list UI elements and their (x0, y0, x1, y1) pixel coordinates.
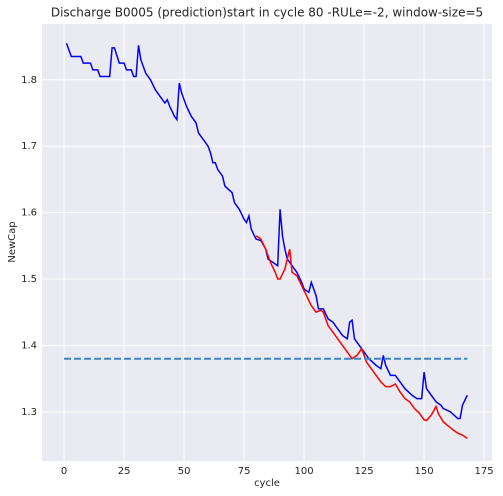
y-tick-label: 1.3 (21, 407, 37, 418)
x-tick-label: 50 (178, 466, 191, 477)
data-line (255, 235, 468, 440)
y-tick-label: 1.5 (21, 274, 37, 285)
y-tick-label: 1.7 (21, 141, 37, 152)
y-tick-label: 1.4 (21, 340, 37, 351)
plot-area (42, 24, 492, 461)
y-axis-label: NewCap (7, 221, 18, 262)
y-tick-label: 1.6 (21, 208, 37, 219)
x-tick-label: 25 (118, 466, 131, 477)
x-tick-label: 125 (355, 466, 374, 477)
x-tick-label: 0 (61, 466, 67, 477)
x-tick-label: 100 (295, 466, 314, 477)
x-tick-label: 75 (238, 466, 251, 477)
chart-title: Discharge B0005 (prediction)start in cyc… (51, 6, 483, 20)
x-tick-label: 175 (475, 466, 494, 477)
x-axis-label: cycle (254, 478, 280, 489)
x-tick-label: 150 (415, 466, 434, 477)
y-tick-label: 1.8 (21, 75, 37, 86)
data-line (65, 43, 468, 420)
